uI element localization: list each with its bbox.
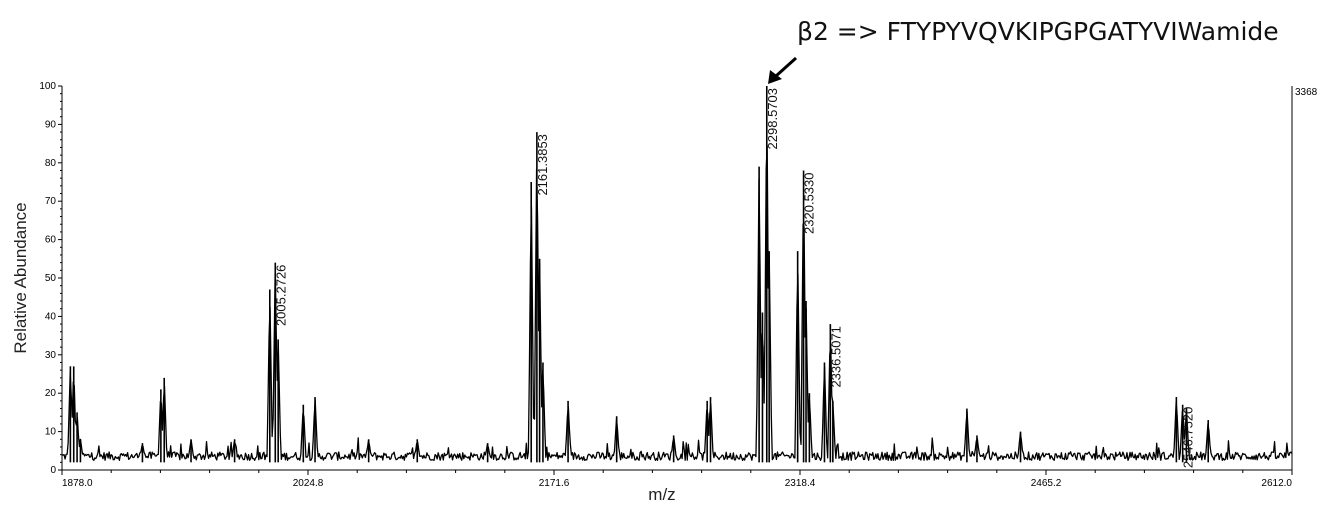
y-tick-label: 40: [45, 311, 57, 322]
peak-label: 2005.2726: [273, 265, 288, 326]
peak-label: 2320.5330: [802, 173, 817, 234]
peak-label: 2546.7520: [1181, 407, 1196, 468]
x-tick-label: 2318.4: [785, 478, 816, 489]
peak-label: 2336.5071: [828, 326, 843, 387]
x-tick-label: 2612.0: [1261, 478, 1292, 489]
x-tick-label: 1878.0: [62, 478, 93, 489]
peak-label-group: 2005.2726 2161.3853 2298.5703 2320.5330 2336…: [273, 88, 1195, 468]
spectrum-line: [61, 145, 1293, 462]
y-tick-label: 30: [45, 350, 57, 361]
annotation-arrow: [768, 56, 798, 84]
y-tick-label: 100: [39, 81, 56, 92]
y-tick-label: 70: [45, 196, 57, 207]
max-intensity-label: 3368: [1295, 87, 1318, 98]
y-tick-label: 10: [45, 427, 57, 438]
y-axis-title: Relative Abundance: [11, 202, 30, 353]
spectrum-trace: [61, 86, 1293, 463]
y-tick-label: 90: [45, 119, 57, 130]
peak-label: 2298.5703: [765, 88, 780, 149]
y-tick-label: 20: [45, 388, 57, 399]
x-tick-label: 2024.8: [293, 478, 324, 489]
y-tick-label: 60: [45, 235, 57, 246]
y-tick-label: 0: [50, 465, 56, 476]
y-tick-label: 50: [45, 273, 57, 284]
x-tick-label: 2465.2: [1031, 478, 1062, 489]
y-tick-group: 0 10 20 30 40 50 60 70 80 90 100: [39, 81, 62, 476]
peak-label: 2161.3853: [535, 134, 550, 195]
x-axis-title: m/z: [648, 485, 675, 504]
x-tick-label: 2171.6: [539, 478, 570, 489]
y-tick-label: 80: [45, 158, 57, 169]
peptide-annotation: β2 => FTYPYVQVKIPGPGATYVIWamide: [797, 17, 1279, 46]
x-tick-group: 1878.0 2024.8 2171.6 2318.4 2465.2 2612.0: [61, 470, 1293, 489]
